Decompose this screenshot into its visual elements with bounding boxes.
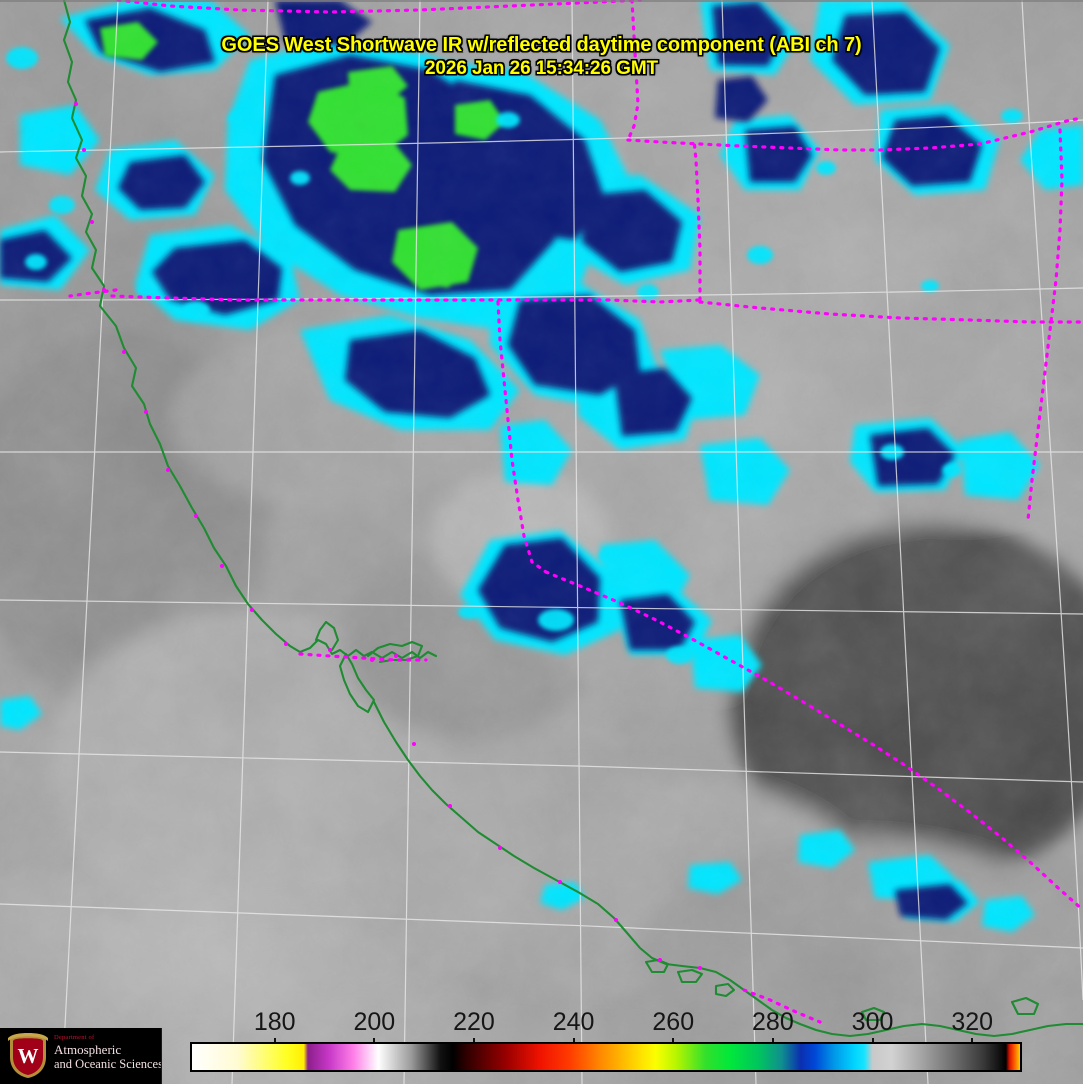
- svg-text:W: W: [18, 1044, 39, 1068]
- colorbar-tick-label: 220: [453, 1008, 495, 1036]
- logo-name-line-1: Atmospheric: [54, 1042, 122, 1057]
- colorbar-tick-label: 180: [253, 1008, 296, 1036]
- colorbar-region: 180 200 220 240 260 280 300 320: [0, 1005, 1083, 1084]
- colorbar-tick-label: 200: [353, 1008, 396, 1036]
- colorbar-tick-label: 320: [951, 1008, 994, 1036]
- colorbar-tick-label: 240: [552, 1008, 595, 1036]
- temperature-colorbar[interactable]: [190, 1042, 1022, 1072]
- logo-name-line-2: and Oceanic Sciences: [54, 1057, 162, 1071]
- border-dot-markers: [74, 102, 702, 970]
- logo-department-line: Department of: [54, 1034, 95, 1041]
- coastline: [62, 0, 1083, 1038]
- colorbar-tick-labels: 180 200 220 240 260 280 300 320: [0, 1005, 1083, 1039]
- colorbar-tick-label: 300: [851, 1008, 894, 1036]
- colorbar-tick-label: 280: [752, 1008, 794, 1036]
- colorbar-tick-label: 260: [652, 1008, 695, 1036]
- political-borders: [68, 0, 1083, 1024]
- colorbar-gradient: [192, 1044, 1020, 1070]
- uw-aos-logo: W Department of Atmospheric and Oceanic …: [0, 1028, 162, 1084]
- uw-crest-icon: W: [8, 1033, 48, 1078]
